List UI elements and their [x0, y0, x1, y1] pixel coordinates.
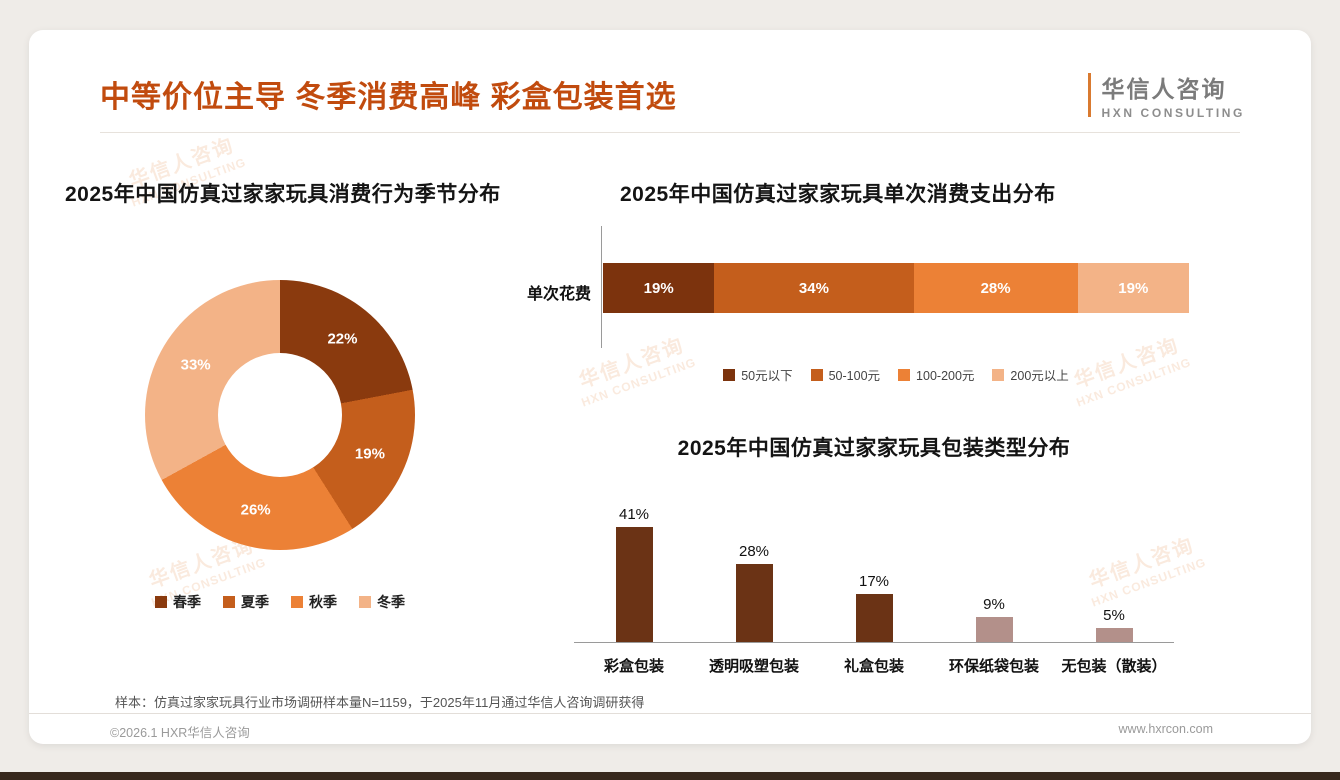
- donut-hole: [218, 353, 342, 477]
- legend-swatch: [898, 368, 911, 381]
- legend-label: 50元以下: [741, 369, 793, 383]
- report-card: 华信人咨询 HXN CONSULTING 华信人咨询 HXN CONSULTIN…: [29, 30, 1311, 744]
- legend-label: 冬季: [377, 594, 405, 610]
- donut-chart-title: 2025年中国仿真过家家玩具消费行为季节分布: [65, 183, 501, 206]
- bar-value-label: 9%: [983, 595, 1005, 613]
- bar-value-label: 28%: [738, 542, 770, 560]
- stacked-row-label: 单次花费: [526, 286, 591, 303]
- stacked-chart-title: 2025年中国仿真过家家玩具单次消费支出分布: [620, 183, 1056, 206]
- stacked-chart-axis: [601, 226, 602, 348]
- legend-swatch: [155, 596, 167, 608]
- legend-swatch: [291, 596, 303, 608]
- copyright-text: ©2026.1 HXR华信人咨询: [110, 726, 250, 740]
- stacked-segment: 28%: [913, 263, 1078, 313]
- bar-rect: [735, 563, 773, 642]
- donut-legend: 春季 夏季 秋季 冬季: [35, 592, 525, 612]
- header-divider: [100, 132, 1240, 133]
- spend-stacked-bar: 19% 34% 28% 19%: [603, 263, 1189, 313]
- logo-subtitle: HXN CONSULTING: [1101, 106, 1245, 120]
- bar-category-label: 礼盒包装: [843, 658, 904, 675]
- legend-swatch: [810, 368, 823, 381]
- footer-divider: [29, 713, 1311, 714]
- logo-name: 华信人咨询: [1101, 76, 1227, 102]
- company-logo: 华信人咨询 HXN CONSULTING: [1088, 70, 1245, 120]
- bar-category-label: 无包装（散装）: [1061, 658, 1167, 675]
- bar-rect: [855, 594, 893, 642]
- bar-value-label: 5%: [1103, 607, 1125, 624]
- legend-item: 200元以上: [992, 365, 1069, 384]
- legend-item: 春季: [155, 592, 201, 612]
- bottom-accent-bar: [0, 772, 1340, 780]
- legend-swatch: [723, 368, 736, 381]
- bar-category-label: 彩盒包装: [603, 658, 664, 675]
- legend-label: 夏季: [241, 594, 269, 610]
- packaging-bar-chart: 41% 28% 17% 9% 5% 彩盒包装 透明吸塑包装 礼盒包装 环保纸袋包装 无包装（散装…: [574, 465, 1174, 676]
- stacked-segment: 34%: [714, 263, 914, 313]
- stacked-segment: 19%: [1077, 263, 1189, 313]
- legend-label: 秋季: [309, 594, 337, 610]
- donut-slice-label: 33%: [180, 356, 211, 374]
- bar-chart-title: 2025年中国仿真过家家玩具包装类型分布: [677, 437, 1071, 460]
- bar-chart-plot: 41% 28% 17% 9% 5%: [574, 465, 1174, 643]
- legend-item: 夏季: [223, 592, 269, 612]
- legend-label: 200元以上: [1010, 369, 1069, 383]
- bar-column: 17%: [814, 573, 934, 642]
- bar-category-label: 环保纸袋包装: [948, 658, 1039, 675]
- bar-rect: [1095, 628, 1133, 642]
- legend-item: 冬季: [359, 592, 405, 612]
- bar-chart-categories: 彩盒包装 透明吸塑包装 礼盒包装 环保纸袋包装 无包装（散装）: [574, 643, 1174, 676]
- legend-swatch: [992, 368, 1005, 381]
- legend-label: 春季: [173, 594, 201, 610]
- bar-rect: [975, 616, 1013, 642]
- website-text: www.hxrcon.com: [1118, 722, 1213, 736]
- legend-item: 秋季: [291, 592, 337, 612]
- page-title: 中等价位主导 冬季消费高峰 彩盒包装首选: [100, 81, 677, 114]
- bar-column: 28%: [694, 543, 814, 642]
- legend-item: 50元以下: [723, 365, 793, 384]
- season-donut-chart: 22% 19% 26% 33%: [145, 280, 415, 550]
- season-donut: 22% 19% 26% 33%: [145, 280, 415, 550]
- donut-slice-label: 26%: [240, 501, 271, 519]
- bar-value-label: 41%: [618, 506, 650, 524]
- bar-column: 9%: [934, 596, 1054, 642]
- logo-accent-bar: [1088, 73, 1092, 117]
- stacked-segment: 19%: [603, 263, 715, 313]
- stacked-legend: 50元以下 50-100元 100-200元 200元以上: [603, 365, 1189, 384]
- legend-swatch: [223, 596, 235, 608]
- bar-column: 5%: [1054, 607, 1174, 642]
- bar-value-label: 17%: [858, 573, 890, 591]
- legend-swatch: [359, 596, 371, 608]
- legend-item: 100-200元: [898, 365, 974, 384]
- bar-category-label: 透明吸塑包装: [708, 658, 799, 675]
- sample-note: 样本：仿真过家家玩具行业市场调研样本量N=1159，于2025年11月通过华信人…: [115, 695, 645, 710]
- legend-item: 50-100元: [810, 365, 881, 384]
- donut-slice-label: 19%: [354, 445, 385, 463]
- logo-text: 华信人咨询 HXN CONSULTING: [1101, 70, 1245, 120]
- legend-label: 50-100元: [828, 369, 881, 383]
- legend-label: 100-200元: [916, 369, 975, 383]
- bar-column: 41%: [574, 506, 694, 642]
- bar-rect: [615, 527, 653, 642]
- donut-slice-label: 22%: [327, 330, 358, 348]
